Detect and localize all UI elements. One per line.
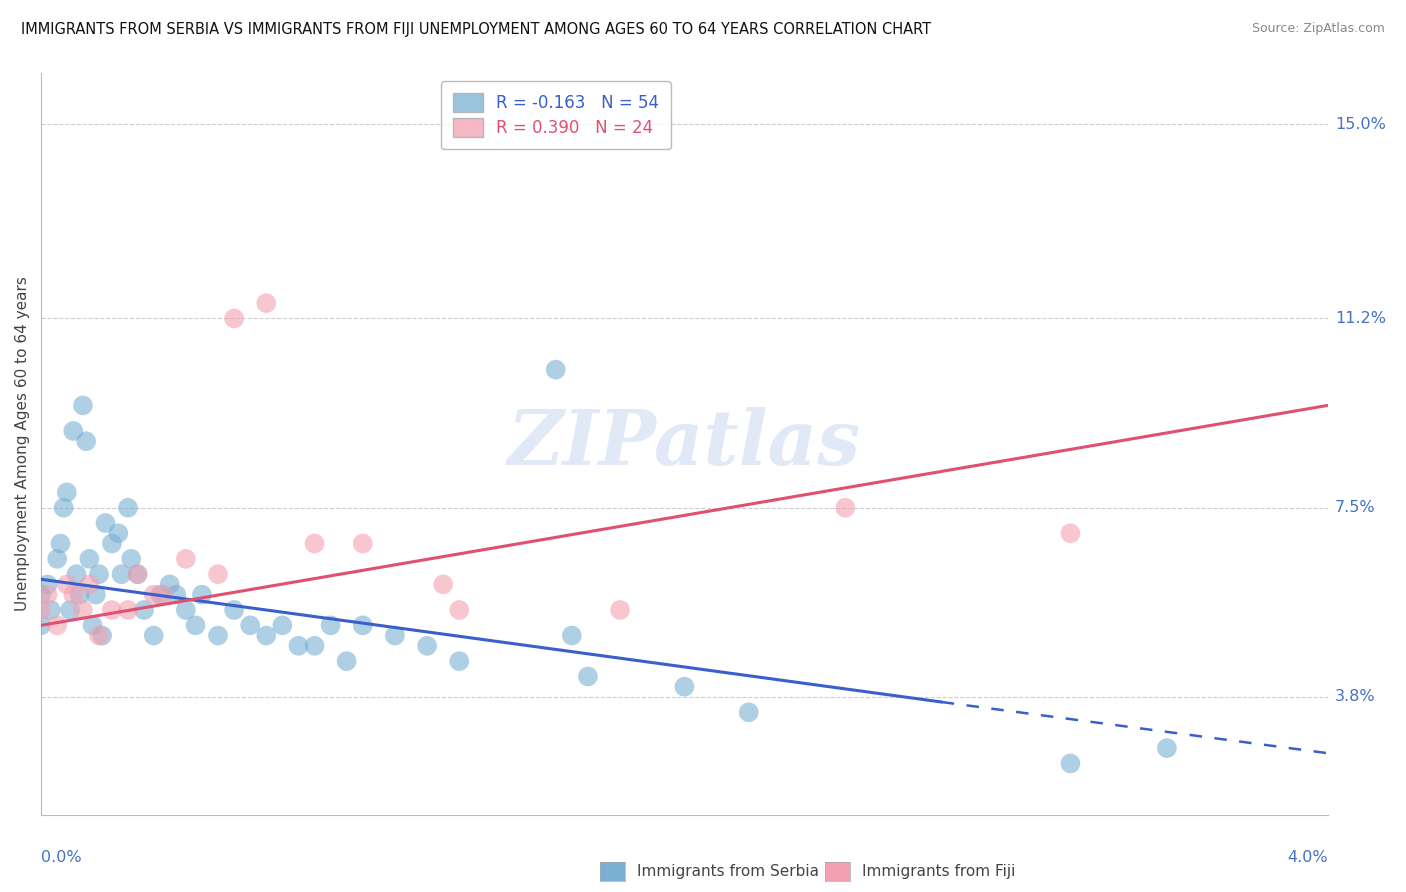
Point [127, 567, 149, 582]
Point [174, 603, 197, 617]
Point [79, 577, 101, 591]
Point [37, 588, 59, 602]
Point [609, 603, 631, 617]
Point [87, 629, 110, 643]
Point [352, 618, 374, 632]
Point [304, 536, 326, 550]
Point [132, 603, 155, 617]
Text: ZIPatlas: ZIPatlas [508, 407, 860, 481]
Point [72, 603, 94, 617]
Point [254, 629, 277, 643]
Point [79, 552, 101, 566]
Point [352, 536, 374, 550]
Point [304, 639, 326, 653]
Point [159, 577, 181, 591]
Text: 0.0%: 0.0% [41, 850, 82, 865]
Point [84, 588, 107, 602]
Point [207, 629, 229, 643]
Point [673, 680, 696, 694]
Point [110, 567, 132, 582]
Point [142, 588, 165, 602]
Point [165, 588, 187, 602]
Text: 7.5%: 7.5% [1334, 500, 1375, 516]
Point [576, 669, 599, 683]
Point [62, 424, 84, 438]
Point [94, 516, 117, 530]
Point [384, 629, 406, 643]
Text: 15.0%: 15.0% [1334, 117, 1386, 132]
Point [1156, 741, 1178, 756]
Point [56, 577, 79, 591]
Point [319, 618, 342, 632]
Point [56, 485, 79, 500]
Point [152, 588, 174, 602]
Point [107, 526, 129, 541]
Point [432, 577, 454, 591]
Point [62, 588, 84, 602]
Point [449, 603, 471, 617]
Point [449, 654, 471, 668]
Point [336, 654, 359, 668]
Point [544, 362, 567, 376]
Point [174, 552, 197, 566]
Point [117, 603, 139, 617]
Point [37, 577, 59, 591]
Point [65, 567, 87, 582]
Point [30, 618, 52, 632]
Point [120, 552, 142, 566]
Point [834, 500, 856, 515]
Point [416, 639, 439, 653]
Point [117, 500, 139, 515]
Text: Source: ZipAtlas.com: Source: ZipAtlas.com [1251, 22, 1385, 36]
Y-axis label: Unemployment Among Ages 60 to 64 years: Unemployment Among Ages 60 to 64 years [15, 277, 30, 611]
Point [1059, 526, 1081, 541]
Point [142, 629, 165, 643]
Point [75, 434, 97, 449]
Point [184, 618, 207, 632]
Point [207, 567, 229, 582]
Point [30, 603, 52, 617]
Point [46, 552, 69, 566]
Text: 3.8%: 3.8% [1334, 690, 1375, 705]
Point [87, 567, 110, 582]
Point [72, 398, 94, 412]
Point [1059, 756, 1081, 771]
Point [149, 588, 172, 602]
Point [91, 629, 114, 643]
Point [561, 629, 583, 643]
Point [101, 603, 124, 617]
Point [239, 618, 262, 632]
Text: IMMIGRANTS FROM SERBIA VS IMMIGRANTS FROM FIJI UNEMPLOYMENT AMONG AGES 60 TO 64 : IMMIGRANTS FROM SERBIA VS IMMIGRANTS FRO… [21, 22, 931, 37]
Text: Immigrants from Serbia: Immigrants from Serbia [637, 864, 818, 880]
Point [224, 603, 246, 617]
Point [101, 536, 124, 550]
Point [30, 588, 52, 602]
Text: 11.2%: 11.2% [1334, 311, 1386, 326]
Text: 4.0%: 4.0% [1286, 850, 1327, 865]
Text: Immigrants from Fiji: Immigrants from Fiji [862, 864, 1015, 880]
Point [49, 536, 72, 550]
Point [39, 603, 62, 617]
Point [69, 588, 91, 602]
Point [191, 588, 214, 602]
Point [59, 603, 82, 617]
Point [82, 618, 104, 632]
Point [127, 567, 149, 582]
Point [271, 618, 294, 632]
Point [738, 706, 761, 720]
Point [254, 296, 277, 310]
Point [52, 500, 75, 515]
Point [224, 311, 246, 326]
Point [287, 639, 309, 653]
Legend: R = -0.163   N = 54, R = 0.390   N = 24: R = -0.163 N = 54, R = 0.390 N = 24 [441, 81, 671, 149]
Point [46, 618, 69, 632]
